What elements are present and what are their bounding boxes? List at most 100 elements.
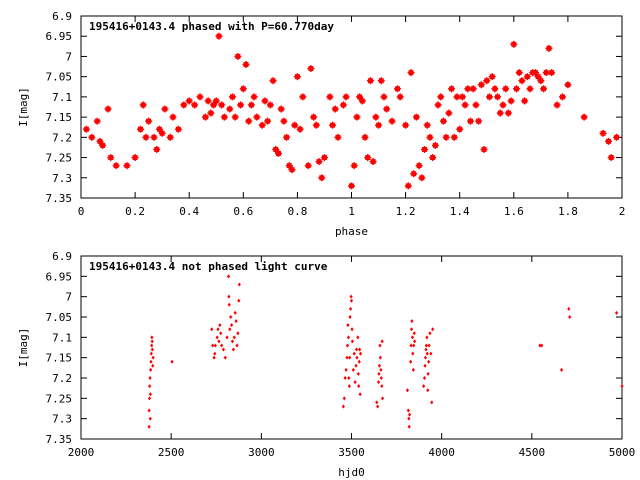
phased-data-point [548, 69, 556, 77]
unphased-data-point [380, 384, 384, 389]
unphased-data-point [380, 396, 385, 401]
phased-data-point [448, 85, 456, 93]
phased-data-point [299, 93, 307, 101]
phased-data-point [458, 93, 466, 101]
phased-y-tick-label: 7 [65, 50, 72, 63]
unphased-data-point [357, 359, 361, 364]
unphased-data-point [213, 351, 217, 356]
phased-data-point [534, 73, 542, 81]
phased-data-point [326, 93, 334, 101]
unphased-y-tick-label: 6.9 [52, 250, 72, 263]
unphased-data-point [233, 310, 237, 315]
phased-data-point [204, 97, 212, 105]
phased-data-point [107, 154, 115, 162]
unphased-data-point [148, 392, 153, 397]
phased-data-point [266, 101, 274, 109]
phased-data-point [521, 97, 529, 105]
unphased-y-tick-label: 7.2 [52, 372, 72, 385]
phased-data-point [423, 121, 431, 129]
phased-data-point [88, 133, 96, 141]
phased-data-point [483, 77, 491, 85]
unphased-data-point [425, 351, 429, 356]
unphased-data-point [352, 351, 356, 356]
unphased-data-point [411, 351, 415, 356]
phased-data-point [99, 141, 107, 149]
unphased-data-point [237, 298, 241, 303]
phased-data-point [356, 93, 364, 101]
unphased-y-axis: 6.9 6.95 7 7.05 7.1 7.15 7.2 7.25 7.3 7.35 [46, 250, 622, 446]
phased-data-point [380, 93, 388, 101]
unphased-data-point [410, 335, 415, 340]
phased-data-point [288, 166, 296, 174]
phased-data-point [467, 117, 475, 125]
unphased-data-point [236, 331, 240, 336]
phased-data-point [513, 85, 521, 93]
unphased-data-point [377, 363, 382, 368]
unphased-data-point [567, 306, 571, 311]
phased-data-point [334, 133, 342, 141]
unphased-data-point [406, 408, 410, 413]
phased-data-point [215, 32, 223, 40]
phased-data-point [201, 113, 209, 121]
unphased-data-point [213, 343, 217, 348]
phased-x-tick-label: 1.8 [558, 205, 578, 218]
unphased-data-point [150, 343, 154, 348]
phased-data-point [261, 97, 269, 105]
phased-data-point [104, 105, 112, 113]
unphased-data-point [407, 424, 411, 429]
phased-data-point [510, 40, 518, 48]
unphased-x-tick-label: 4000 [428, 446, 455, 459]
unphased-y-tick-label: 7.05 [46, 311, 73, 324]
phased-data-point [93, 117, 101, 125]
unphased-y-tick-label: 7.25 [46, 392, 73, 405]
phased-data-point [434, 101, 442, 109]
phased-data-point [580, 113, 588, 121]
phased-data-point [304, 162, 312, 170]
unphased-data-point [354, 347, 359, 352]
unphased-data-point [357, 384, 361, 389]
phased-data-point [375, 121, 383, 129]
unphased-data-point [425, 335, 429, 340]
phased-data-point [228, 93, 236, 101]
unphased-data-point [229, 323, 234, 328]
phased-data-point [456, 125, 464, 133]
unphased-data-point [228, 327, 232, 332]
unphased-data-point [412, 331, 416, 336]
phased-data-point [242, 61, 250, 69]
phased-data-point [180, 101, 188, 109]
unphased-data-point [353, 380, 357, 385]
phased-data-point [402, 121, 410, 129]
phased-plot-frame [80, 15, 623, 199]
phased-data-point [477, 81, 485, 89]
unphased-data-point [216, 327, 220, 332]
phased-data-point [207, 109, 215, 117]
phased-data-point [418, 174, 426, 182]
phased-y-tick-label: 7.25 [46, 152, 73, 165]
phased-y-axis-title: I[mag] [17, 87, 30, 127]
unphased-data-point [235, 343, 239, 348]
unphased-data-point [345, 355, 349, 360]
unphased-data-point [218, 323, 222, 328]
unphased-data-point [219, 331, 223, 336]
unphased-data-point [409, 343, 413, 348]
phased-data-point [350, 162, 358, 170]
unphased-data-point [348, 306, 353, 311]
unphased-data-point [423, 363, 427, 368]
phased-data-point [442, 133, 450, 141]
unphased-data-point [378, 343, 382, 348]
unphased-data-point [226, 274, 231, 279]
phased-data-point [393, 85, 401, 93]
phased-data-point [499, 101, 507, 109]
unphased-data-point [358, 351, 363, 356]
unphased-data-point [234, 319, 238, 324]
unphased-x-tick-label: 2500 [158, 446, 185, 459]
phased-data-point [320, 154, 328, 162]
phased-data-point [185, 97, 193, 105]
phased-data-point [247, 101, 255, 109]
phased-data-point [145, 117, 153, 125]
phased-data-point [258, 121, 266, 129]
phased-data-point [361, 133, 369, 141]
unphased-data-point [379, 367, 383, 372]
